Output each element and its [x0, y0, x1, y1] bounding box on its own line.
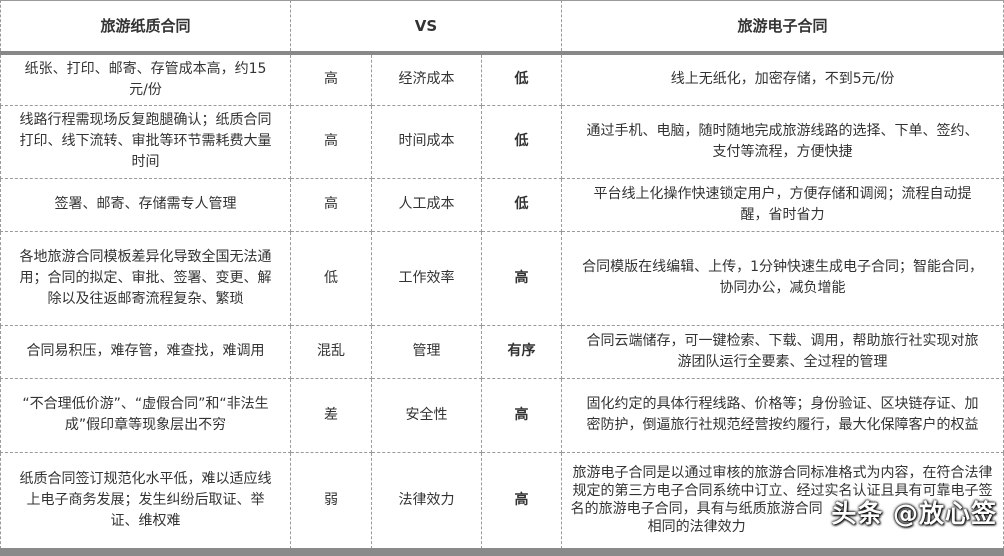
electronic-description-cell: 合同云端储存，可一键检索、下载、调用，帮助旅行社实现对旅游团队运行全要素、全过程… — [561, 324, 1004, 379]
paper-description-cell: “不合理低价游”、“虚假合同”和“非法生成”假印章等现象层出不穷 — [0, 377, 291, 453]
electronic-level-cell: 低 — [480, 52, 563, 106]
electronic-level: 低 — [514, 196, 529, 212]
paper-description: 纸张、打印、邮寄、存管成本高，约15元/份 — [24, 60, 267, 98]
electronic-level-cell: 高 — [480, 230, 563, 326]
paper-description: 合同易积压，难存管，难查找，难调用 — [26, 343, 265, 359]
aspect-label-cell: 安全性 — [371, 377, 482, 453]
aspect-label-cell: 法律效力 — [371, 451, 482, 549]
paper-description-cell: 签署、邮寄、存储需专人管理 — [0, 177, 291, 232]
paper-level-cell: 混乱 — [290, 324, 372, 379]
electronic-description-cell: 通过手机、电脑，随时随地完成旅游线路的选择、下单、签约、支付等流程，方便快捷 — [561, 104, 1004, 179]
electronic-level-cell: 有序 — [480, 324, 563, 379]
aspect-label-cell: 管理 — [371, 324, 482, 379]
electronic-description: 通过手机、电脑，随时随地完成旅游线路的选择、下单、签约、支付等流程，方便快捷 — [586, 122, 979, 160]
electronic-description: 合同云端储存，可一键检索、下载、调用，帮助旅行社实现对旅游团队运行全要素、全过程… — [586, 332, 979, 370]
paper-description-cell: 线路行程需现场反复跑腿确认；纸质合同打印、线下流转、审批等环节需耗费大量时间 — [0, 104, 291, 179]
electronic-level: 高 — [514, 269, 529, 286]
electronic-description-cell: 合同模版在线编辑、上传，1分钟快速生成电子合同；智能合同，协同办公，减负增能 — [561, 230, 1004, 326]
paper-description: 签署、邮寄、存储需专人管理 — [54, 196, 237, 212]
bottom-border — [0, 548, 1004, 556]
paper-description-cell: 纸质合同签订规范化水平低，难以适应线上电子商务发展；发生纠纷后取证、举证、维权难 — [0, 451, 291, 549]
paper-level: 高 — [324, 196, 338, 212]
table-row: 各地旅游合同模板差异化导致全国无法通用；合同的拟定、审批、签署、变更、解除以及往… — [0, 230, 1004, 326]
paper-level-cell: 低 — [290, 230, 372, 326]
paper-level-cell: 高 — [290, 104, 372, 179]
electronic-level-cell: 高 — [480, 377, 563, 453]
paper-level: 混乱 — [317, 343, 345, 359]
aspect-label: 经济成本 — [398, 71, 455, 88]
electronic-description: 合同模版在线编辑、上传，1分钟快速生成电子合同；智能合同，协同办公，减负增能 — [582, 259, 983, 296]
header-paper-contract: 旅游纸质合同 — [0, 0, 291, 55]
header-electronic-contract: 旅游电子合同 — [561, 0, 1004, 55]
watermark: 头条 @放心签 — [831, 499, 998, 528]
electronic-description: 线上无纸化，加密存储，不到5元/份 — [670, 71, 895, 88]
aspect-label: 人工成本 — [398, 196, 455, 212]
table-row: 线路行程需现场反复跑腿确认；纸质合同打印、线下流转、审批等环节需耗费大量时间 高 时… — [0, 104, 1004, 179]
aspect-label-cell: 时间成本 — [371, 104, 482, 179]
table-row: 纸质合同签订规范化水平低，难以适应线上电子商务发展；发生纠纷后取证、举证、维权难… — [0, 451, 1004, 549]
paper-level: 高 — [324, 71, 338, 88]
table-row: 签署、邮寄、存储需专人管理 高 人工成本 低 平台线上化操作快速锁定用户，方便存储和调阅… — [0, 177, 1004, 232]
paper-level: 弱 — [324, 491, 338, 508]
aspect-label-cell: 工作效率 — [371, 230, 482, 326]
paper-description-cell: 纸张、打印、邮寄、存管成本高，约15元/份 — [0, 52, 291, 106]
aspect-label: 时间成本 — [398, 133, 455, 149]
electronic-description: 平台线上化操作快速锁定用户，方便存储和调阅；流程自动提醒，省时省力 — [593, 185, 972, 223]
electronic-description-cell: 线上无纸化，加密存储，不到5元/份 — [561, 52, 1004, 106]
paper-description: “不合理低价游”、“虚假合同”和“非法生成”假印章等现象层出不穷 — [22, 396, 269, 433]
electronic-level: 高 — [514, 491, 529, 508]
electronic-level: 高 — [514, 406, 529, 423]
paper-description: 各地旅游合同模板差异化导致全国无法通用；合同的拟定、审批、签署、变更、解除以及往… — [19, 248, 272, 307]
paper-level-cell: 高 — [290, 177, 372, 232]
aspect-label-cell: 经济成本 — [371, 52, 482, 106]
paper-level-cell: 弱 — [290, 451, 372, 549]
aspect-label: 安全性 — [405, 406, 448, 423]
electronic-level: 低 — [514, 71, 529, 88]
aspect-label-cell: 人工成本 — [371, 177, 482, 232]
aspect-label: 法律效力 — [398, 491, 455, 508]
paper-level: 低 — [324, 269, 338, 286]
electronic-description-cell: 头条 @放心签 旅游电子合同是以通过审核的旅游合同标准格式为内容，在符合法律规定的… — [561, 451, 1004, 549]
paper-level-cell: 高 — [290, 52, 372, 106]
header-vs: VS — [289, 0, 563, 55]
paper-description-cell: 各地旅游合同模板差异化导致全国无法通用；合同的拟定、审批、签署、变更、解除以及往… — [0, 230, 291, 326]
paper-description: 纸质合同签订规范化水平低，难以适应线上电子商务发展；发生纠纷后取证、举证、维权难 — [19, 470, 272, 529]
electronic-level-cell: 高 — [480, 451, 563, 549]
paper-level: 差 — [324, 406, 338, 423]
electronic-description: 固化约定的具体行程线路、价格等；身份验证、区块链存证、加密防护，倒逼旅行社规范经… — [586, 396, 979, 433]
electronic-level: 有序 — [507, 343, 536, 359]
paper-description-cell: 合同易积压，难存管，难查找，难调用 — [0, 324, 291, 379]
aspect-label: 管理 — [412, 343, 441, 359]
electronic-description-cell: 固化约定的具体行程线路、价格等；身份验证、区块链存证、加密防护，倒逼旅行社规范经… — [561, 377, 1004, 453]
table-row: “不合理低价游”、“虚假合同”和“非法生成”假印章等现象层出不穷 差 安全性 高 固化约… — [0, 377, 1004, 453]
aspect-label: 工作效率 — [398, 269, 455, 286]
table-row: 合同易积压，难存管，难查找，难调用 混乱 管理 有序 合同云端储存，可一键检索、下载、调… — [0, 324, 1004, 379]
paper-description: 线路行程需现场反复跑腿确认；纸质合同打印、线下流转、审批等环节需耗费大量时间 — [19, 112, 272, 170]
paper-level: 高 — [324, 133, 338, 149]
electronic-level-cell: 低 — [480, 177, 563, 232]
paper-level-cell: 差 — [290, 377, 372, 453]
table-row: 纸张、打印、邮寄、存管成本高，约15元/份 高 经济成本 低 线上无纸化，加密存储，不到… — [0, 52, 1004, 106]
header-row: 旅游纸质合同 VS 旅游电子合同 — [0, 0, 1004, 55]
electronic-description-cell: 平台线上化操作快速锁定用户，方便存储和调阅；流程自动提醒，省时省力 — [561, 177, 1004, 232]
electronic-level-cell: 低 — [480, 104, 563, 179]
electronic-level: 低 — [514, 133, 529, 149]
electronic-description: 旅游电子合同是以通过审核的旅游合同标准格式为内容，在符合法律规定的第三方电子合同… — [570, 465, 993, 535]
